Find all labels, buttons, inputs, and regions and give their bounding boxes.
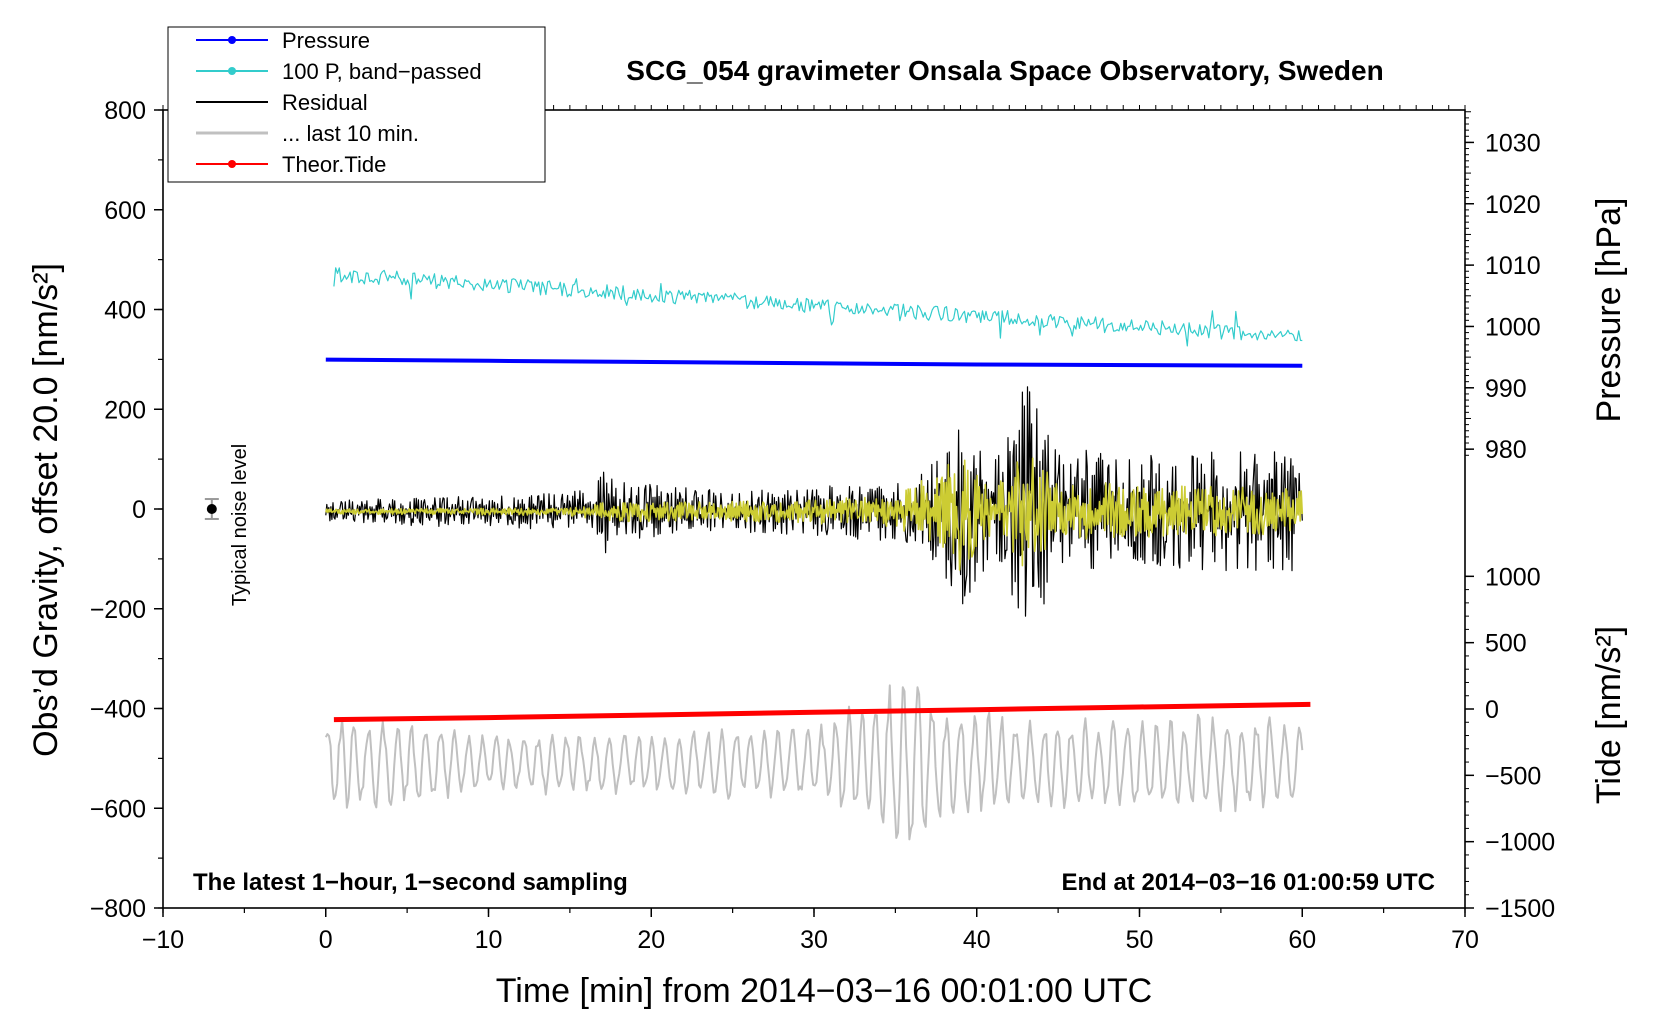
pressure-tick-label: 1000: [1485, 313, 1541, 341]
legend: Pressure 100 P, band−passed Residual ... la…: [167, 26, 546, 183]
noise-dot: [206, 504, 217, 514]
series-pressure: [325, 357, 1303, 368]
legend-entry: Residual: [196, 90, 368, 115]
x-tick-label: 20: [637, 926, 665, 954]
legend-label: 100 P, band−passed: [282, 59, 482, 84]
tide-tick-label: −1500: [1485, 895, 1555, 923]
legend-marker: [228, 67, 236, 75]
pressure-tick-label: 1020: [1485, 191, 1541, 219]
pressure-tick-label: 980: [1485, 436, 1527, 464]
series-theor-tide: [333, 701, 1311, 723]
y-tick-label: −400: [90, 696, 146, 724]
x-tick-label: −10: [142, 926, 184, 954]
tide-tick-label: 1000: [1485, 563, 1541, 591]
x-tick-label: 0: [319, 926, 333, 954]
series-last-10-min: [324, 684, 1304, 841]
tide-tick-label: 0: [1485, 696, 1499, 724]
pressure-axis-title: Pressure [hPa]: [1590, 198, 1628, 423]
x-axis-title: Time [min] from 2014−03−16 00:01:00 UTC: [496, 972, 1152, 1010]
legend-label: Theor.Tide: [282, 152, 386, 177]
series-100-p-band-passed: [333, 267, 1303, 347]
legend-entry: ... last 10 min.: [196, 121, 419, 146]
y-tick-label: 400: [104, 297, 146, 325]
legend-label: Residual: [282, 90, 368, 115]
legend-box: [167, 26, 546, 183]
legend-entry: 100 P, band−passed: [196, 59, 482, 84]
x-tick-label: 10: [475, 926, 503, 954]
y-tick-label: 0: [132, 496, 146, 524]
y-tick-label: 200: [104, 396, 146, 424]
annotation-end-time: End at 2014−03−16 01:00:59 UTC: [1061, 869, 1435, 896]
tide-tick-label: −1000: [1485, 829, 1555, 857]
pressure-tick-label: 1010: [1485, 252, 1541, 280]
annotation-latest-hour: The latest 1−hour, 1−second sampling: [193, 869, 628, 896]
noise-marker: Typical noise level: [204, 444, 251, 606]
legend-label: Pressure: [282, 28, 370, 53]
pressure-tick-label: 990: [1485, 375, 1527, 403]
plot-series: [324, 267, 1311, 841]
series-residual-bandpassed: [325, 457, 1304, 571]
x-tick-label: 70: [1451, 926, 1479, 954]
chart-title: SCG_054 gravimeter Onsala Space Observat…: [626, 55, 1383, 86]
tide-tick-label: −500: [1485, 762, 1541, 790]
x-tick-label: 40: [963, 926, 991, 954]
y-tick-label: −800: [90, 895, 146, 923]
pressure-tick-label: 1030: [1485, 129, 1541, 157]
y-tick-label: −600: [90, 795, 146, 823]
y-tick-label: −200: [90, 596, 146, 624]
tide-tick-label: 500: [1485, 630, 1527, 658]
legend-entry: Theor.Tide: [196, 152, 386, 177]
legend-marker: [228, 160, 236, 168]
noise-label: Typical noise level: [229, 444, 251, 606]
x-tick-label: 50: [1126, 926, 1154, 954]
x-tick-label: 60: [1288, 926, 1316, 954]
x-tick-label: 30: [800, 926, 828, 954]
y-tick-label: 600: [104, 197, 146, 225]
y-axis-title: Obs’d Gravity, offset 20.0 [nm/s²]: [27, 263, 65, 757]
legend-entry: Pressure: [196, 28, 370, 53]
axes: −10 0 10 20 30 40 50 60 70−800−600−400−200020040…: [90, 97, 1556, 954]
tide-axis-title: Tide [nm/s²]: [1590, 626, 1628, 804]
legend-marker: [228, 36, 236, 44]
legend-label: ... last 10 min.: [282, 121, 419, 146]
y-tick-label: 800: [104, 97, 146, 125]
